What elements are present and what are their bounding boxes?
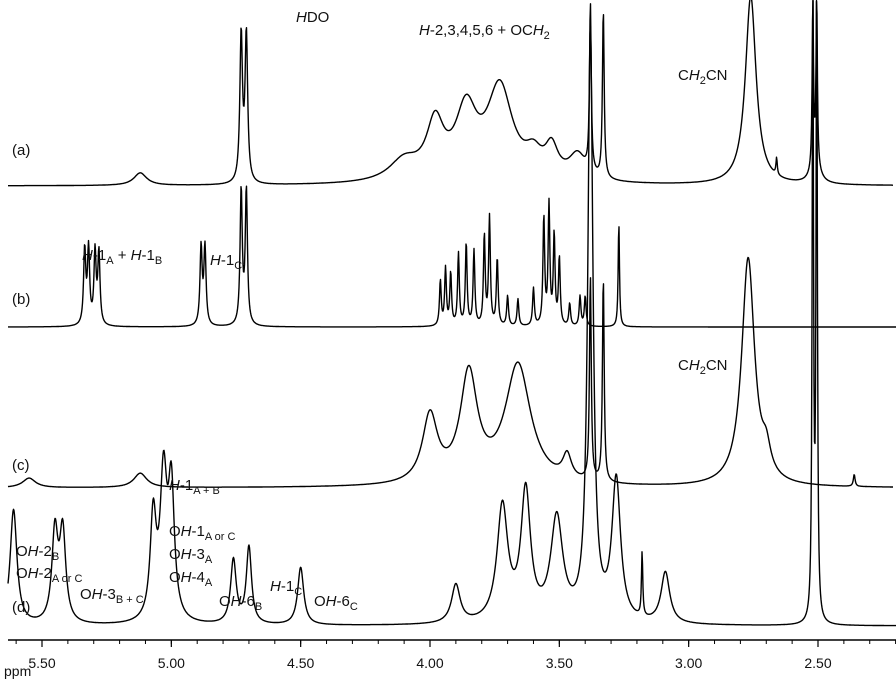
trace-label-d: (d): [12, 599, 30, 616]
annotation-oh1-ac: OH-1A or C: [169, 523, 235, 543]
annotation-ch2cn-c: CH2CN: [678, 357, 727, 377]
x-tick-label: 4.50: [287, 655, 314, 671]
x-tick-label: 5.00: [158, 655, 185, 671]
spectrum-trace-d: [7, 0, 896, 627]
annotation-oh4-a: OH-4A: [169, 569, 213, 589]
annotation-oh2-ac: OH-2A or C: [16, 565, 82, 585]
spectrum-trace-c: [7, 256, 894, 488]
annotation-oh3-bc: OH-3B + C: [80, 586, 144, 606]
annotation-h1-c-d: H-1C: [270, 578, 302, 598]
x-axis-ticks: 5.50 5.00 4.50 4.00 3.50 3.00 2.50: [15, 640, 896, 671]
x-tick-label: 5.50: [28, 655, 55, 671]
x-axis-label: ppm: [4, 663, 31, 679]
annotation-hdo: HDO: [296, 9, 329, 26]
trace-label-c: (c): [12, 457, 30, 474]
spectrum-traces: [7, 0, 896, 627]
x-tick-label: 4.00: [416, 655, 443, 671]
annotation-h1-ab-d: H-1A + B: [169, 477, 220, 497]
spectrum-trace-a: [7, 0, 894, 187]
trace-label-b: (b): [12, 291, 30, 308]
annotation-oh6-b: OH-6B: [219, 593, 262, 613]
annotation-h1-ab-b: H-1A + H-1B: [82, 247, 162, 267]
annotation-oh2-b: OH-2B: [16, 543, 59, 563]
annotation-ch2cn-a: CH2CN: [678, 67, 727, 87]
annotation-h1-c-b: H-1C: [210, 252, 242, 272]
x-tick-label: 3.50: [546, 655, 573, 671]
annotation-oh6-c: OH-6C: [314, 593, 358, 613]
spectrum-trace-b: [7, 185, 896, 328]
trace-label-a: (a): [12, 142, 30, 159]
annotation-oh3-a: OH-3A: [169, 546, 213, 566]
annotation-h-ring-och2: H-2,3,4,5,6 + OCH2: [419, 22, 550, 42]
x-tick-label: 2.50: [804, 655, 831, 671]
x-tick-label: 3.00: [675, 655, 702, 671]
